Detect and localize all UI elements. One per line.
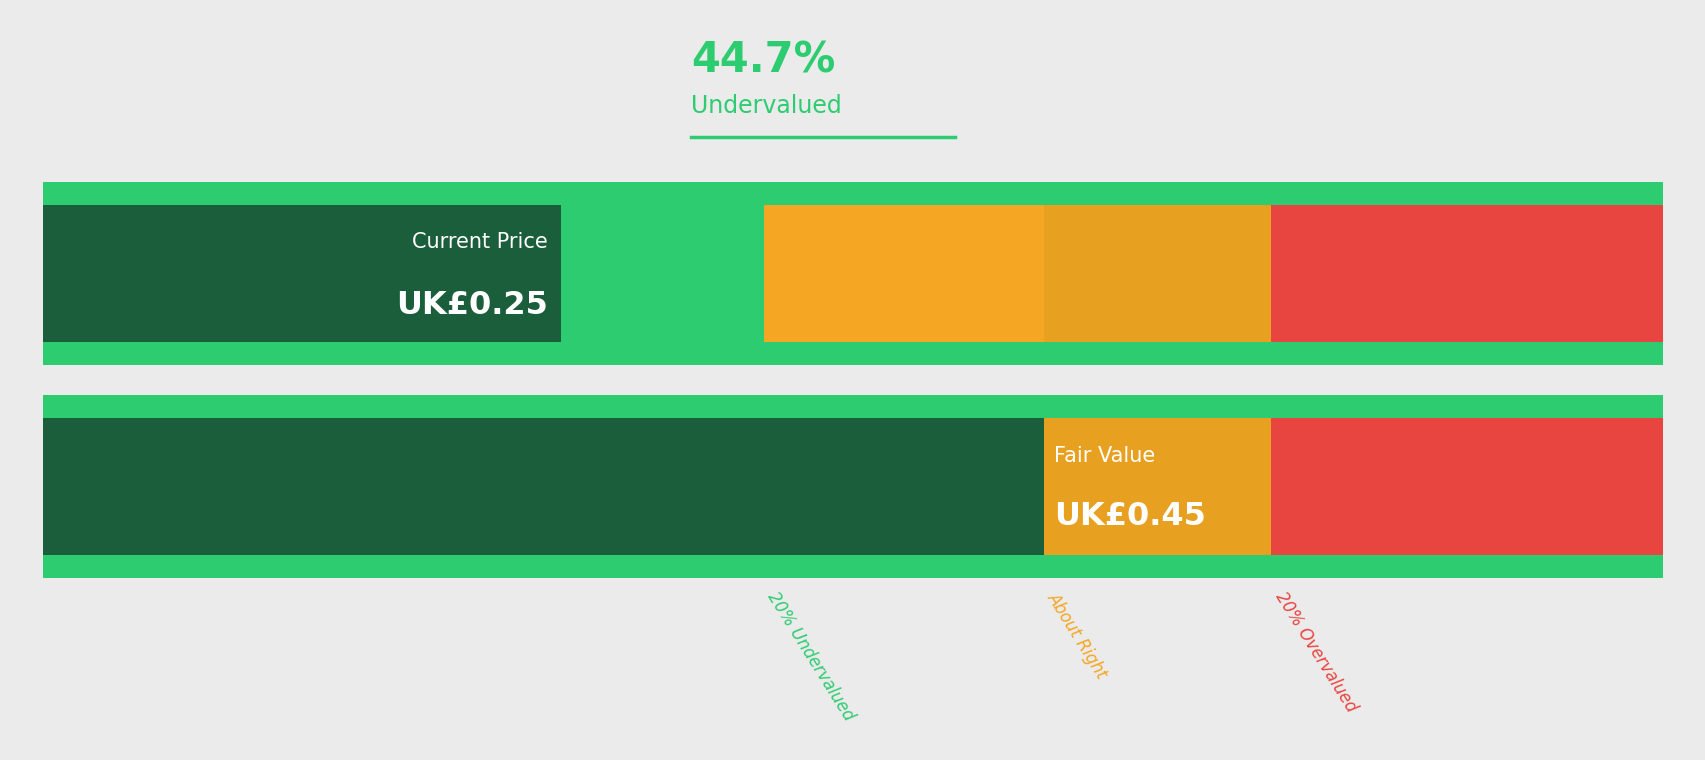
Text: UK£0.45: UK£0.45: [1054, 502, 1205, 532]
Bar: [43, 395, 764, 578]
Bar: [1043, 395, 1270, 578]
Text: 20% Undervalued: 20% Undervalued: [764, 589, 858, 724]
Text: 20% Overvalued: 20% Overvalued: [1270, 589, 1359, 716]
Bar: [43, 555, 1662, 578]
Text: Fair Value: Fair Value: [1054, 446, 1154, 466]
Bar: [43, 182, 1662, 205]
Bar: [1270, 182, 1662, 365]
Text: About Right: About Right: [1043, 589, 1110, 682]
Text: Current Price: Current Price: [411, 232, 547, 252]
Bar: [43, 418, 1043, 555]
Bar: [764, 395, 1043, 578]
Text: UK£0.25: UK£0.25: [396, 290, 547, 321]
Bar: [1043, 182, 1270, 365]
Bar: [1270, 395, 1662, 578]
Text: Undervalued: Undervalued: [691, 94, 841, 119]
Bar: [764, 182, 1043, 365]
Bar: [43, 205, 561, 342]
Bar: [43, 395, 1662, 418]
Bar: [43, 182, 764, 365]
Bar: [43, 342, 1662, 365]
Text: 44.7%: 44.7%: [691, 40, 835, 82]
